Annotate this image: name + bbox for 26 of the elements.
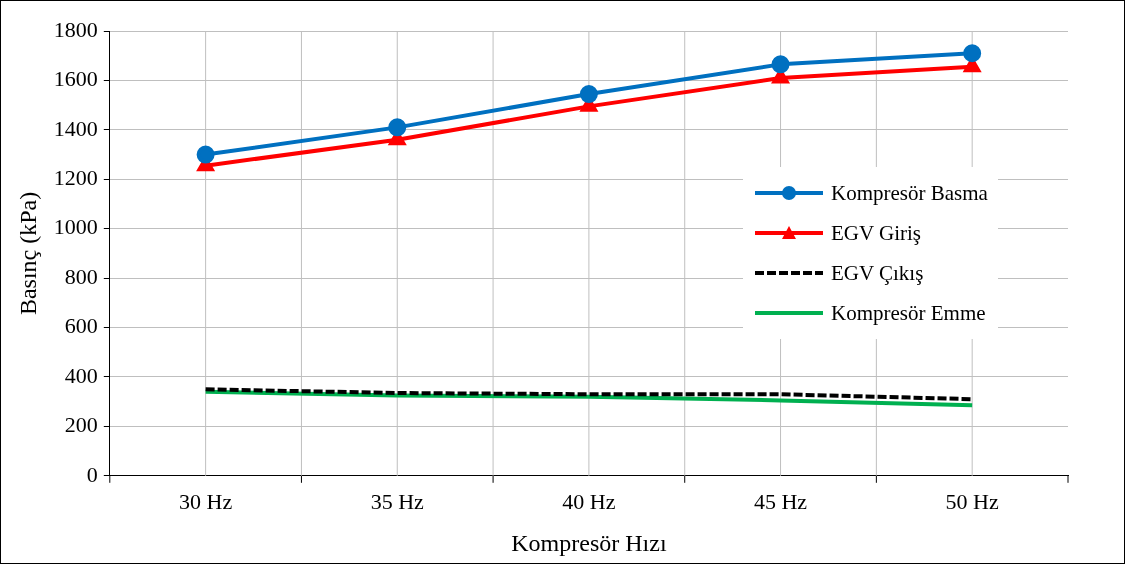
- x-tick-label: 45 Hz: [753, 488, 808, 514]
- y-tick-label: 0: [86, 461, 98, 487]
- legend-label: EGV Giriş: [831, 220, 922, 246]
- y-tick-label: 1400: [53, 115, 98, 141]
- point: [579, 85, 598, 104]
- y-tick-label: 1800: [53, 16, 98, 42]
- point: [771, 55, 790, 74]
- legend-label: Kompresör Emme: [831, 300, 986, 326]
- x-tick-label: 35 Hz: [370, 488, 425, 514]
- legend-label: EGV Çıkış: [831, 260, 924, 286]
- y-tick-label: 200: [64, 412, 98, 438]
- y-tick-label: 600: [64, 313, 98, 339]
- point: [963, 44, 982, 63]
- y-tick-label: 1200: [53, 165, 98, 191]
- point: [196, 145, 215, 164]
- x-tick-label: 40 Hz: [562, 488, 616, 514]
- point: [388, 118, 407, 137]
- y-axis-title: Basınç (kPa): [14, 191, 41, 316]
- y-tick-label: 1000: [53, 214, 98, 240]
- y-tick-label: 1600: [53, 66, 98, 92]
- x-axis-title: Kompresör Hızı: [511, 529, 667, 556]
- x-tick-label: 30 Hz: [179, 488, 233, 514]
- y-tick-label: 400: [64, 362, 98, 388]
- y-tick-label: 800: [64, 263, 98, 289]
- legend-label: Kompresör Basma: [831, 180, 988, 206]
- x-tick-label: 50 Hz: [945, 488, 999, 514]
